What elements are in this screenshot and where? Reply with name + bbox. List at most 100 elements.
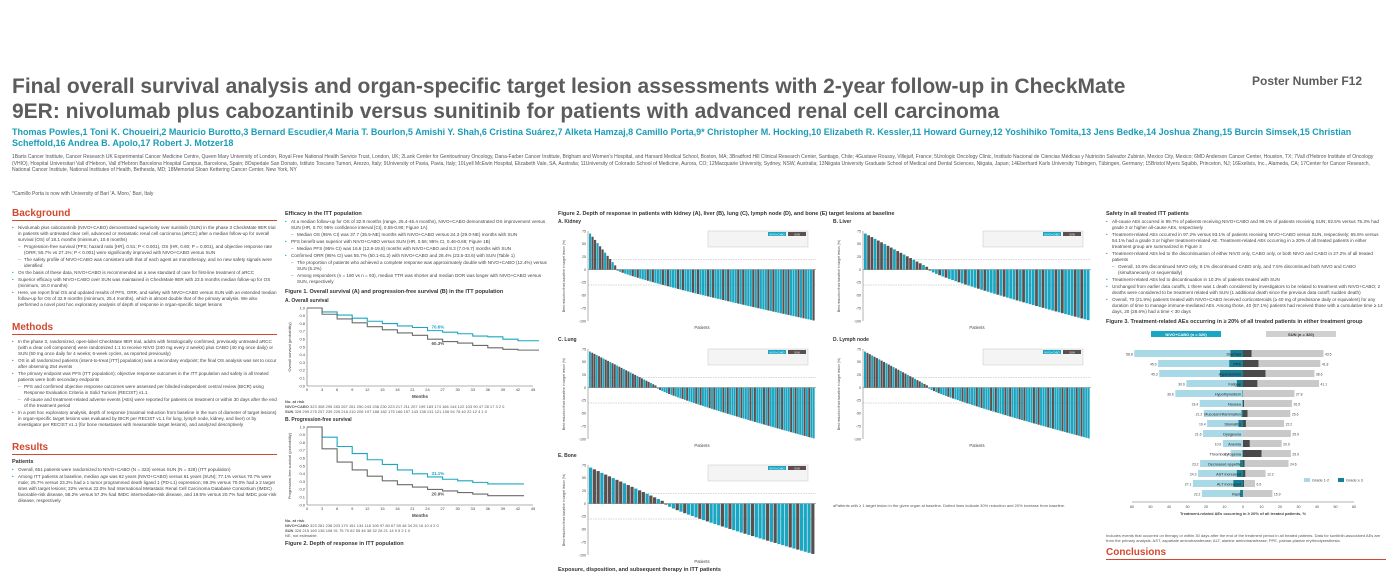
waterfall-bar	[1070, 387, 1073, 434]
waterfall-bar	[1068, 387, 1071, 434]
category-label: Decreased appetite	[1208, 462, 1241, 466]
bar-sun-grade3	[1243, 350, 1252, 357]
waterfall-bar	[773, 503, 777, 543]
waterfall-bar	[772, 269, 775, 312]
bar-nivo-grade12	[1175, 390, 1243, 397]
bar-sun-grade12	[1245, 420, 1285, 427]
waterfall-bar	[922, 265, 925, 270]
figure1a-label: A. Overall survival	[285, 298, 329, 304]
waterfall-bar	[754, 503, 758, 538]
waterfall-bar	[1013, 387, 1016, 418]
waterfall-bar	[1025, 387, 1028, 422]
legend-swatch	[1063, 232, 1081, 236]
waterfall-bar	[615, 479, 619, 504]
waterfall-bar	[911, 377, 914, 388]
waterfall-bar	[609, 259, 612, 270]
methods-heading: Methods	[12, 322, 277, 335]
waterfall-bar	[769, 269, 772, 312]
legend-label: NIVO+CABO	[1044, 232, 1059, 236]
bar-sun-grade12	[1243, 390, 1295, 397]
waterfall-bar	[752, 269, 755, 308]
data-label: 45.3	[1151, 372, 1158, 376]
waterfall-bar	[722, 387, 725, 413]
waterfall-bar	[636, 269, 639, 278]
waterfall-bar	[650, 383, 652, 388]
waterfall-bar	[886, 245, 890, 270]
waterfall-bar	[622, 483, 627, 504]
data-label: 58.8	[1126, 352, 1133, 356]
waterfall-bar	[785, 387, 788, 431]
waterfall-bar	[1040, 387, 1043, 426]
waterfall-bar	[812, 387, 815, 439]
x-axis-label: Patients	[694, 443, 709, 448]
legend-swatch	[788, 350, 806, 354]
waterfall-bar	[883, 361, 886, 388]
category-label: PPE	[1233, 362, 1241, 366]
category-label: Dysgeusia	[1223, 432, 1242, 436]
x-tick-label: 30	[1186, 505, 1190, 509]
data-label: 45.9	[1150, 362, 1157, 366]
y-tick-label: 25	[582, 489, 586, 493]
waterfall-bar	[1006, 269, 1009, 298]
waterfall-bar	[756, 387, 759, 423]
waterfall-bar	[598, 356, 600, 388]
legend-label: Grade 1-2	[1312, 479, 1329, 483]
waterfall-bar	[679, 387, 682, 399]
waterfall-bar	[873, 356, 876, 388]
x-tick-label: 21	[410, 387, 415, 392]
waterfall-bar	[630, 486, 634, 504]
waterfall-bar	[1025, 269, 1029, 304]
waterfall-bar	[759, 269, 762, 309]
waterfall-bar	[963, 387, 966, 403]
list-item: The primary endpoint was PFS (ITT popula…	[12, 371, 277, 383]
row-label: NIVO+CABO	[285, 404, 309, 409]
waterfall-bar	[652, 384, 655, 388]
waterfall-bar	[892, 367, 895, 388]
waterfall-bar	[664, 503, 668, 505]
conclusions-heading: Conclusions	[1106, 547, 1386, 560]
waterfall-bar	[686, 503, 691, 515]
waterfall-bar	[796, 503, 800, 550]
waterfall-bar	[604, 474, 608, 504]
waterfall-bar	[715, 387, 718, 411]
bar-nivo-grade12	[1159, 370, 1220, 377]
waterfall-bar	[930, 387, 933, 390]
waterfall-bar	[611, 478, 615, 504]
x-tick-label: 40	[1167, 505, 1171, 509]
waterfall-bar	[956, 387, 959, 401]
waterfall-bar	[729, 269, 732, 302]
legend-swatch	[1338, 478, 1344, 482]
waterfall-chart: 75 50 25 0 -25 -50 -75 -100 Patients Best reducti…	[562, 229, 816, 330]
waterfall-bar	[681, 269, 685, 291]
waterfall-bar	[916, 380, 919, 388]
list-item: Among responders (n = 180 vs n = 93), me…	[285, 273, 550, 285]
x-tick-label: 60	[1130, 505, 1134, 509]
waterfall-bar	[932, 387, 936, 392]
waterfall-bar	[983, 269, 987, 291]
waterfall-bar	[729, 387, 732, 415]
column-background-methods: Background Nivolumab plus cabozantinib (…	[12, 208, 277, 582]
poster-title: Final overall survival analysis and orga…	[12, 75, 1126, 123]
waterfall-bar	[1030, 387, 1033, 423]
affiliations: 1Barts Cancer Institute, Cancer Research…	[12, 154, 1374, 174]
waterfall-bar	[893, 249, 896, 270]
waterfall-bar	[970, 269, 974, 287]
waterfall-bar	[906, 374, 909, 388]
waterfall-bar	[717, 269, 720, 299]
waterfall-bar	[766, 503, 770, 541]
x-tick-label: 9	[351, 506, 354, 511]
results-list: Overall, 651 patients were randomized to…	[12, 467, 277, 504]
waterfall-bar	[1075, 387, 1078, 436]
waterfall-bar	[651, 269, 654, 283]
x-axis-label: Patients	[969, 325, 984, 330]
data-label: 23.2	[1192, 462, 1199, 466]
bar-nivo-grade12	[1186, 380, 1237, 387]
bar-nivo-grade12	[1158, 360, 1230, 367]
at-risk-label: No. at risk	[285, 518, 305, 523]
bar-nivo-grade12	[1200, 460, 1241, 467]
y-tick-label: 0.9	[299, 313, 305, 318]
category-label: Stomatitis	[1224, 422, 1241, 426]
waterfall-bar	[1060, 269, 1064, 314]
waterfall-bar	[618, 366, 621, 388]
legend-swatch	[1043, 350, 1061, 354]
